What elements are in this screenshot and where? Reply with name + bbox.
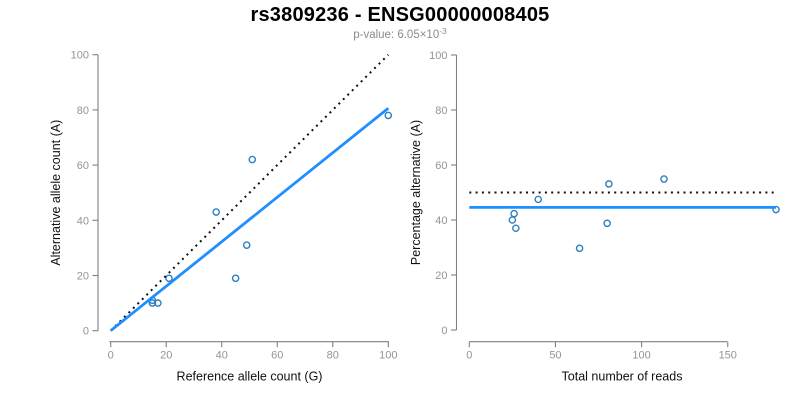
data-point bbox=[605, 180, 613, 188]
x-tick-label: 60 bbox=[271, 350, 283, 362]
x-axis-title: Total number of reads bbox=[562, 370, 683, 384]
data-point bbox=[510, 209, 518, 218]
data-point bbox=[512, 224, 520, 233]
data-point bbox=[248, 155, 257, 164]
y-tick-label: 20 bbox=[77, 271, 89, 283]
chart-percentage-alternative: 0 50 100 150 0 20 40 60 80 100 Total number of rea… bbox=[409, 50, 780, 384]
x-tick-label: 100 bbox=[632, 350, 650, 362]
data-point bbox=[603, 219, 611, 228]
y-tick-label: 60 bbox=[77, 160, 89, 172]
x-tick-label: 80 bbox=[327, 350, 339, 362]
y-tick-label: 20 bbox=[435, 270, 447, 282]
y-tick-label: 80 bbox=[435, 105, 447, 117]
data-point bbox=[212, 208, 220, 216]
x-tick-label: 20 bbox=[160, 350, 172, 362]
x-axis-title: Reference allele count (G) bbox=[177, 370, 323, 384]
data-point bbox=[242, 241, 251, 249]
x-tick-label: 0 bbox=[108, 350, 114, 362]
y-tick-label: 100 bbox=[429, 50, 447, 62]
y-axis-title: Percentage alternative (A) bbox=[409, 120, 423, 265]
data-point bbox=[165, 274, 173, 283]
y-tick-label: 80 bbox=[77, 105, 89, 117]
data-point bbox=[575, 244, 584, 253]
fit-line bbox=[109, 107, 390, 332]
figure-subtitle: p-value: 6.05×10-3 bbox=[0, 26, 800, 41]
x-tick-label: 100 bbox=[379, 350, 397, 362]
pvalue-text: p-value: 6.05×10 bbox=[353, 29, 440, 41]
data-point bbox=[231, 274, 240, 283]
x-tick-label: 40 bbox=[216, 350, 228, 362]
y-tick-label: 40 bbox=[435, 215, 447, 227]
y-tick-label: 60 bbox=[435, 160, 447, 172]
y-tick-label: 0 bbox=[83, 326, 89, 338]
data-point bbox=[154, 299, 162, 307]
chart-allele-counts: 0 20 40 60 80 100 0 20 40 60 80 100 Reference allele… bbox=[49, 50, 397, 384]
y-tick-label: 40 bbox=[77, 215, 89, 227]
x-tick-label: 150 bbox=[719, 350, 737, 362]
y-tick-label: 0 bbox=[441, 325, 447, 337]
y-axis-title: Alternative allele count (A) bbox=[49, 120, 63, 266]
y-tick-label: 100 bbox=[71, 50, 89, 62]
data-point bbox=[508, 216, 517, 224]
data-point bbox=[534, 195, 543, 204]
pvalue-exponent: -3 bbox=[439, 26, 447, 36]
data-point bbox=[660, 175, 668, 183]
data-point bbox=[384, 111, 393, 120]
x-tick-label: 50 bbox=[549, 350, 561, 362]
identity-line bbox=[109, 53, 390, 332]
figure-title: rs3809236 - ENSG00000008405 bbox=[250, 4, 550, 26]
x-tick-label: 0 bbox=[466, 350, 472, 362]
